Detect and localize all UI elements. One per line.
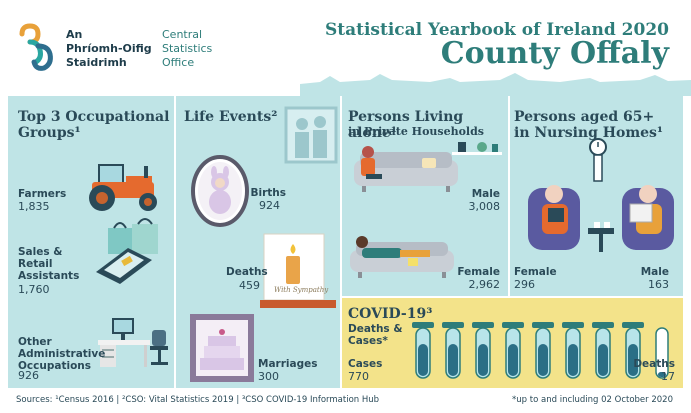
living-alone-subtitle: in Private Households bbox=[348, 125, 484, 138]
org-english-line2: Statistics bbox=[162, 42, 213, 55]
header-title: Statistical Yearbook of Ireland 2020 bbox=[324, 20, 669, 40]
covid-deaths-label: Deaths bbox=[633, 358, 675, 370]
covid-subtitle-line1: Deaths & bbox=[348, 323, 403, 335]
living-alone-female-value: 2,962 bbox=[468, 278, 501, 291]
sales-label-line1: Sales & bbox=[18, 246, 63, 258]
sales-retail-label: Sales & Retail Assistants bbox=[18, 246, 79, 282]
footer-sources: Sources: ¹Census 2016 | ²CSO: Vital Stat… bbox=[16, 395, 380, 405]
header: An Phríomh-Oifig Staidrimh Central Stati… bbox=[0, 0, 691, 96]
living-alone-female-label: Female bbox=[457, 266, 500, 278]
occupations-title: Top 3 Occupational Groups¹ bbox=[18, 109, 169, 141]
org-irish-line2: Phríomh-Oifig bbox=[66, 42, 152, 55]
life-events-title: Life Events² bbox=[184, 109, 278, 125]
births-label: Births bbox=[250, 187, 286, 199]
covid-cases-value: 770 bbox=[348, 370, 369, 383]
farmers-label: Farmers bbox=[18, 188, 67, 200]
living-alone-panel: Persons Living alone¹ in Private Househo… bbox=[342, 96, 508, 296]
skyline-decoration bbox=[300, 73, 691, 96]
covid-cases-label: Cases bbox=[348, 358, 383, 370]
nursing-female-label: Female bbox=[514, 266, 557, 278]
nursing-homes-panel: Persons aged 65+ in Nursing Homes¹ Femal… bbox=[510, 96, 683, 296]
births-value: 924 bbox=[259, 199, 280, 212]
admin-label-line1: Other bbox=[18, 336, 52, 348]
footer: Sources: ¹Census 2016 | ²CSO: Vital Stat… bbox=[0, 390, 691, 413]
grandfather-clock-icon bbox=[589, 138, 607, 182]
living-alone-male-value: 3,008 bbox=[468, 200, 501, 213]
admin-label-line3: Occupations bbox=[18, 360, 92, 372]
deaths-value: 459 bbox=[239, 279, 260, 292]
occupations-title-line2: Groups¹ bbox=[18, 125, 81, 141]
test-tubes-icon bbox=[412, 322, 669, 379]
org-english-line1: Central bbox=[162, 28, 203, 41]
deaths-label: Deaths bbox=[226, 266, 268, 278]
woman-on-sofa-icon bbox=[350, 236, 454, 278]
org-english-name: Central Statistics Office bbox=[162, 28, 212, 70]
family-photo-icon bbox=[284, 106, 338, 164]
org-irish-line3: Staidrimh bbox=[66, 56, 127, 69]
baby-portrait-icon bbox=[191, 155, 249, 227]
org-irish-name: An Phríomh-Oifig Staidrimh bbox=[66, 28, 152, 70]
life-events-panel: Life Events² Births 924 With Sympathy De bbox=[176, 96, 340, 388]
other-admin-label: Other Administrative Occupations bbox=[18, 336, 105, 372]
wedding-cake-picture-icon bbox=[190, 314, 254, 382]
sympathy-card-icon: With Sympathy bbox=[260, 233, 336, 308]
sales-retail-value: 1,760 bbox=[18, 283, 50, 296]
other-admin-value: 926 bbox=[18, 369, 39, 382]
marriages-label: Marriages bbox=[258, 358, 318, 370]
header-subtitle: County Offaly bbox=[440, 36, 669, 71]
farmers-value: 1,835 bbox=[18, 200, 50, 213]
living-alone-male-label: Male bbox=[471, 188, 500, 200]
org-english-line3: Office bbox=[162, 56, 195, 69]
occupations-title-line1: Top 3 Occupational bbox=[18, 109, 170, 125]
wall-shelf-icon bbox=[452, 142, 502, 155]
cso-logo-icon bbox=[19, 23, 53, 71]
nursing-title-line1: Persons aged 65+ bbox=[514, 109, 655, 125]
covid-panel: COVID-19³ Deaths & Cases* bbox=[342, 298, 683, 388]
man-on-sofa-icon bbox=[354, 146, 458, 192]
sales-label-line3: Assistants bbox=[18, 270, 80, 282]
occupations-panel: Top 3 Occupational Groups¹ Farmers 1,835 bbox=[8, 96, 174, 388]
admin-label-line2: Administrative bbox=[18, 348, 106, 360]
office-desk-icon bbox=[98, 318, 168, 367]
card-terminal-icon bbox=[96, 248, 152, 284]
covid-deaths-value: 17 bbox=[661, 370, 675, 383]
sales-label-line2: Retail bbox=[18, 258, 53, 270]
nursing-title: Persons aged 65+ in Nursing Homes¹ bbox=[514, 109, 663, 141]
nursing-male-label: Male bbox=[640, 266, 669, 278]
elderly-couple-icon bbox=[528, 185, 674, 252]
nursing-female-value: 296 bbox=[514, 278, 535, 291]
living-alone-title: Persons Living alone¹ bbox=[348, 109, 464, 141]
footer-note: *up to and including 02 October 2020 bbox=[512, 395, 673, 405]
covid-subtitle-line2: Cases* bbox=[348, 335, 388, 347]
marriages-value: 300 bbox=[258, 370, 279, 383]
nursing-male-value: 163 bbox=[648, 278, 669, 291]
tractor-icon bbox=[89, 164, 157, 211]
covid-title: COVID-19³ bbox=[348, 306, 433, 322]
nursing-title-line2: in Nursing Homes¹ bbox=[514, 125, 664, 141]
org-irish-line1: An bbox=[66, 28, 83, 41]
covid-subtitle: Deaths & Cases* bbox=[348, 323, 402, 347]
card-text: With Sympathy bbox=[274, 286, 329, 294]
